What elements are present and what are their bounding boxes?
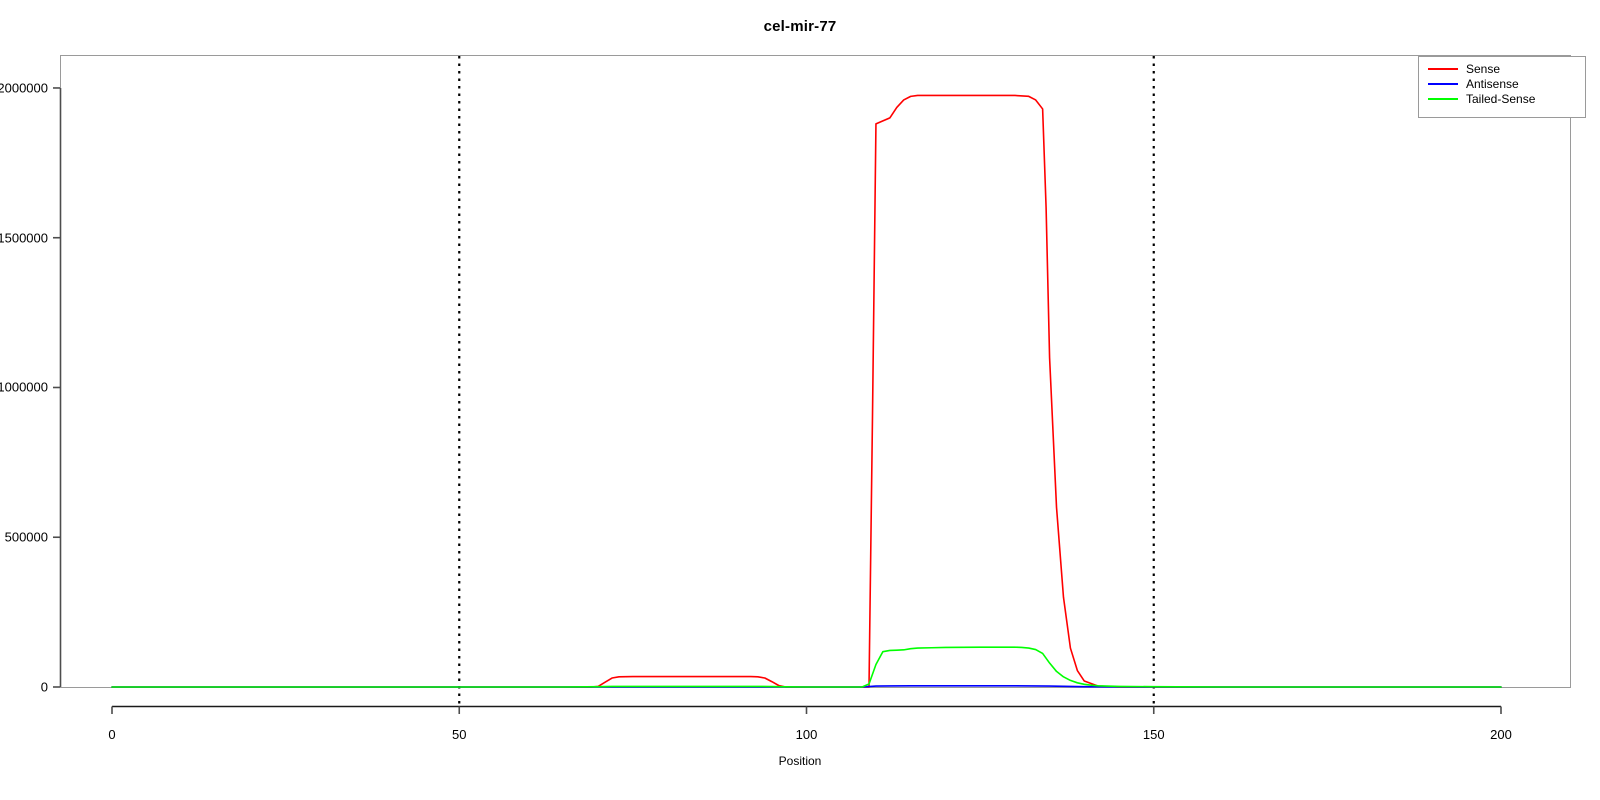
x-axis-tick-label: 150 (1142, 727, 1165, 742)
x-axis-tick-label: 100 (795, 727, 818, 742)
chart-title: cel-mir-77 (763, 18, 837, 35)
legend-item: Tailed-Sense (1428, 92, 1588, 106)
series-line (111, 646, 1502, 688)
legend-label: Tailed-Sense (1466, 92, 1536, 106)
x-axis-tick-label: 200 (1490, 727, 1512, 742)
y-axis-tick-label: 0 (40, 679, 48, 695)
y-axis-tick-label: 2000000 (0, 80, 48, 96)
series-layer (111, 94, 1502, 688)
legend-color-swatch (1428, 98, 1458, 100)
plot-frame (60, 55, 1571, 688)
legend-label: Sense (1466, 62, 1501, 76)
x-axis-label: Position (778, 754, 822, 768)
legend-label: Antisense (1466, 77, 1519, 91)
y-axis-tick-label: 1500000 (0, 230, 48, 246)
series-line (111, 94, 1502, 688)
x-axis-tick-label: 0 (108, 727, 116, 742)
legend-entries: Sense Antisense Tailed-Sense (1428, 62, 1588, 107)
legend-item: Sense (1428, 62, 1588, 76)
annotation-vlines (458, 56, 1155, 707)
legend-color-swatch (1428, 68, 1458, 70)
legend-item: Antisense (1428, 77, 1588, 91)
y-axis-tick-label: 1000000 (0, 379, 48, 395)
legend-box (1418, 56, 1586, 118)
axes-layer (53, 87, 1502, 714)
y-axis-tick-label: 500000 (4, 529, 48, 545)
x-axis-tick-label: 50 (452, 727, 467, 742)
legend-color-swatch (1428, 83, 1458, 85)
